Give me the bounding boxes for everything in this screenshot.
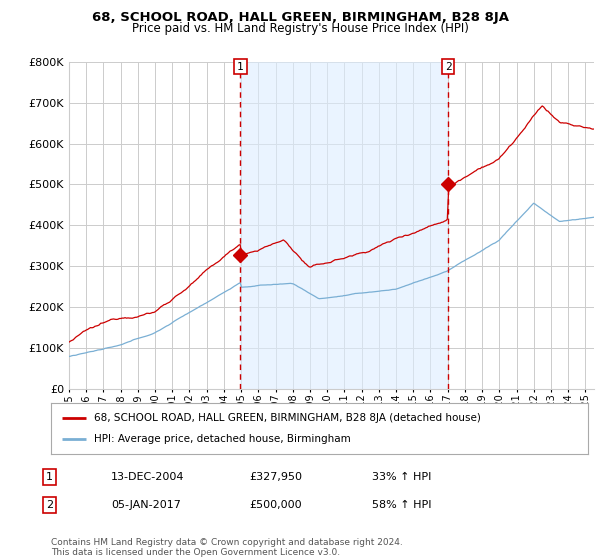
Text: 13-DEC-2004: 13-DEC-2004 — [111, 472, 185, 482]
Text: Price paid vs. HM Land Registry's House Price Index (HPI): Price paid vs. HM Land Registry's House … — [131, 22, 469, 35]
Text: 2: 2 — [46, 500, 53, 510]
Text: £500,000: £500,000 — [249, 500, 302, 510]
Text: HPI: Average price, detached house, Birmingham: HPI: Average price, detached house, Birm… — [94, 435, 351, 445]
Text: 1: 1 — [237, 62, 244, 72]
Text: Contains HM Land Registry data © Crown copyright and database right 2024.
This d: Contains HM Land Registry data © Crown c… — [51, 538, 403, 557]
Text: 33% ↑ HPI: 33% ↑ HPI — [372, 472, 431, 482]
Text: 68, SCHOOL ROAD, HALL GREEN, BIRMINGHAM, B28 8JA (detached house): 68, SCHOOL ROAD, HALL GREEN, BIRMINGHAM,… — [94, 413, 481, 423]
Text: 68, SCHOOL ROAD, HALL GREEN, BIRMINGHAM, B28 8JA: 68, SCHOOL ROAD, HALL GREEN, BIRMINGHAM,… — [91, 11, 509, 24]
Text: 1: 1 — [46, 472, 53, 482]
Text: 05-JAN-2017: 05-JAN-2017 — [111, 500, 181, 510]
Text: 58% ↑ HPI: 58% ↑ HPI — [372, 500, 431, 510]
Text: 2: 2 — [445, 62, 452, 72]
Bar — [241, 62, 448, 389]
Text: £327,950: £327,950 — [249, 472, 302, 482]
